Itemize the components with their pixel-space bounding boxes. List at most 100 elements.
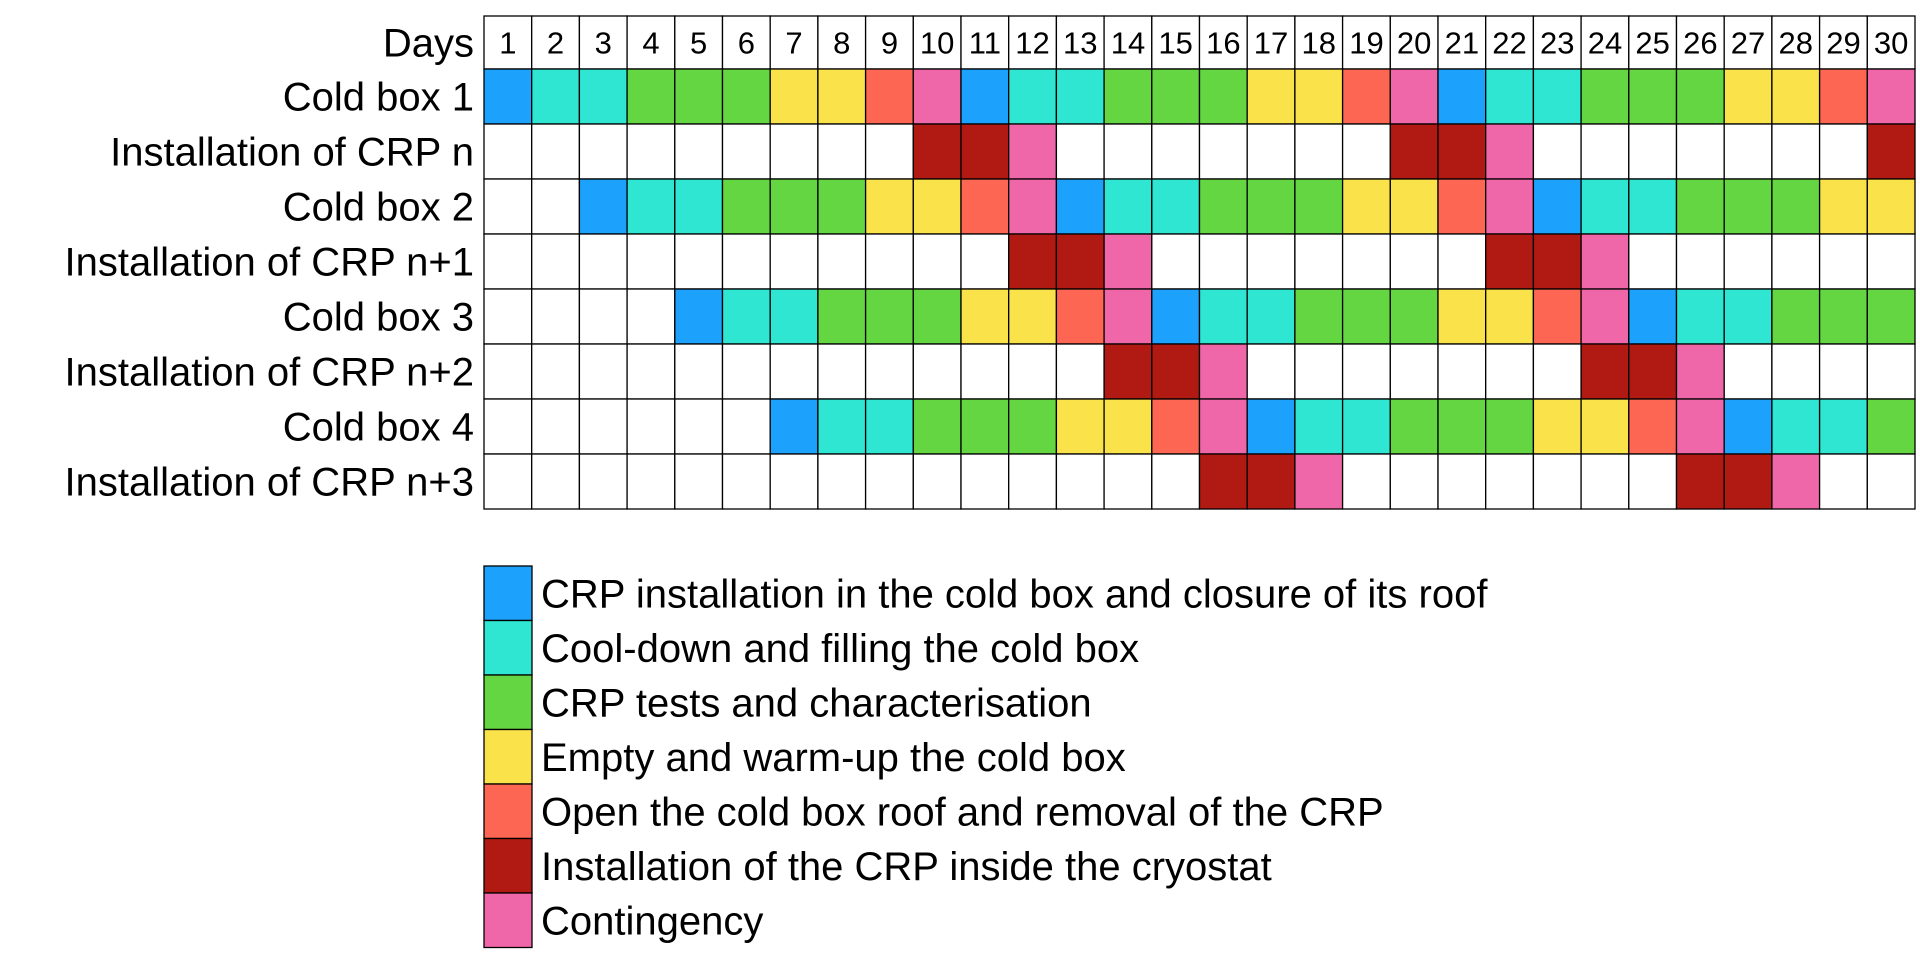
schedule-cell-r4-d25	[1628, 233, 1678, 290]
schedule-cell-r1-d3	[578, 68, 628, 125]
schedule-cell-r8-d28	[1771, 453, 1821, 510]
day-number-9: 9	[881, 26, 898, 61]
schedule-cell-r8-d14	[1103, 453, 1153, 510]
schedule-cell-r1-d12	[1008, 68, 1058, 125]
day-header-cell-19	[1341, 15, 1391, 70]
day-number-1: 1	[499, 26, 516, 61]
day-number-20: 20	[1397, 26, 1431, 61]
schedule-cell-r4-d2	[531, 233, 581, 290]
schedule-cell-r7-d25	[1628, 398, 1678, 455]
schedule-cell-r6-d27	[1723, 343, 1773, 400]
schedule-cell-r1-d25	[1628, 68, 1678, 125]
day-header-cell-30	[1866, 15, 1916, 70]
schedule-cell-r6-d16	[1198, 343, 1248, 400]
row-label-8: Installation of CRP n+3	[64, 461, 474, 505]
day-number-26: 26	[1683, 26, 1717, 61]
schedule-cell-r3-d6	[721, 178, 771, 235]
schedule-cell-r8-d21	[1437, 453, 1487, 510]
schedule-cell-r3-d13	[1055, 178, 1105, 235]
schedule-cell-r8-d17	[1246, 453, 1296, 510]
schedule-cell-r5-d5	[674, 288, 724, 345]
schedule-cell-r4-d13	[1055, 233, 1105, 290]
schedule-cell-r5-d14	[1103, 288, 1153, 345]
schedule-cell-r7-d1	[483, 398, 533, 455]
schedule-cell-r2-d16	[1198, 123, 1248, 180]
schedule-cell-r1-d17	[1246, 68, 1296, 125]
schedule-cell-r1-d8	[817, 68, 867, 125]
day-header-cell-22	[1485, 15, 1535, 70]
schedule-cell-r6-d24	[1580, 343, 1630, 400]
schedule-cell-r5-d9	[864, 288, 914, 345]
schedule-cell-r6-d15	[1151, 343, 1201, 400]
schedule-cell-r4-d16	[1198, 233, 1248, 290]
schedule-cell-r1-d13	[1055, 68, 1105, 125]
day-number-6: 6	[738, 26, 755, 61]
schedule-cell-r6-d11	[960, 343, 1010, 400]
schedule-cell-r8-d26	[1675, 453, 1725, 510]
row-label-1: Cold box 1	[283, 76, 474, 120]
schedule-cell-r7-d27	[1723, 398, 1773, 455]
day-number-27: 27	[1731, 26, 1765, 61]
day-number-30: 30	[1874, 26, 1908, 61]
schedule-cell-r1-d22	[1485, 68, 1535, 125]
schedule-cell-r4-d9	[864, 233, 914, 290]
schedule-cell-r2-d20	[1389, 123, 1439, 180]
schedule-cell-r6-d2	[531, 343, 581, 400]
schedule-cell-r7-d8	[817, 398, 867, 455]
row-label-6: Installation of CRP n+2	[64, 351, 474, 395]
legend-label-6: Installation of the CRP inside the cryos…	[541, 845, 1272, 889]
schedule-cell-r5-d29	[1818, 288, 1868, 345]
schedule-cell-r8-d27	[1723, 453, 1773, 510]
day-header-cell-14	[1103, 15, 1153, 70]
day-header-cell-6	[721, 15, 771, 70]
schedule-grid: 1 2 3 4 5 6 7 8 9 10 11 12 13 14 15 16 17 18 19 20 21 22 23 24 2…	[483, 15, 1916, 510]
legend-swatch-1	[483, 565, 533, 622]
schedule-cell-r5-d13	[1055, 288, 1105, 345]
legend-swatch-5	[483, 783, 533, 840]
schedule-cell-r5-d15	[1151, 288, 1201, 345]
schedule-cell-r4-d10	[912, 233, 962, 290]
schedule-cell-r3-d3	[578, 178, 628, 235]
schedule-cell-r5-d20	[1389, 288, 1439, 345]
schedule-cell-r7-d6	[721, 398, 771, 455]
schedule-cell-r8-d15	[1151, 453, 1201, 510]
schedule-cell-r3-d20	[1389, 178, 1439, 235]
schedule-cell-r8-d13	[1055, 453, 1105, 510]
day-header-cell-8	[817, 15, 867, 70]
schedule-cell-r4-d8	[817, 233, 867, 290]
day-number-18: 18	[1302, 26, 1336, 61]
schedule-cell-r3-d22	[1485, 178, 1535, 235]
schedule-cell-r5-d23	[1532, 288, 1582, 345]
day-number-28: 28	[1779, 26, 1813, 61]
schedule-cell-r6-d30	[1866, 343, 1916, 400]
schedule-cell-r4-d11	[960, 233, 1010, 290]
schedule-cell-r1-d21	[1437, 68, 1487, 125]
schedule-cell-r8-d2	[531, 453, 581, 510]
schedule-cell-r2-d24	[1580, 123, 1630, 180]
schedule-cell-r1-d11	[960, 68, 1010, 125]
day-number-12: 12	[1015, 26, 1049, 61]
schedule-cell-r7-d17	[1246, 398, 1296, 455]
day-number-21: 21	[1445, 26, 1479, 61]
schedule-cell-r8-d11	[960, 453, 1010, 510]
schedule-cell-r4-d29	[1818, 233, 1868, 290]
day-number-8: 8	[833, 26, 850, 61]
row-label-2: Installation of CRP n	[110, 131, 474, 175]
schedule-cell-r1-d24	[1580, 68, 1630, 125]
legend: CRP installation in the cold box and clo…	[483, 565, 1488, 949]
legend-swatch-4	[483, 728, 533, 785]
day-number-19: 19	[1349, 26, 1383, 61]
legend-label-4: Empty and warm-up the cold box	[541, 736, 1126, 780]
schedule-cell-r8-d12	[1008, 453, 1058, 510]
schedule-cell-r3-d5	[674, 178, 724, 235]
day-number-25: 25	[1635, 26, 1669, 61]
legend-swatch-3	[483, 674, 533, 731]
schedule-cell-r3-d18	[1294, 178, 1344, 235]
schedule-cell-r5-d10	[912, 288, 962, 345]
schedule-cell-r4-d30	[1866, 233, 1916, 290]
schedule-cell-r6-d3	[578, 343, 628, 400]
day-header-cell-18	[1294, 15, 1344, 70]
schedule-cell-r4-d14	[1103, 233, 1153, 290]
schedule-cell-r3-d8	[817, 178, 867, 235]
day-header-cell-16	[1198, 15, 1248, 70]
